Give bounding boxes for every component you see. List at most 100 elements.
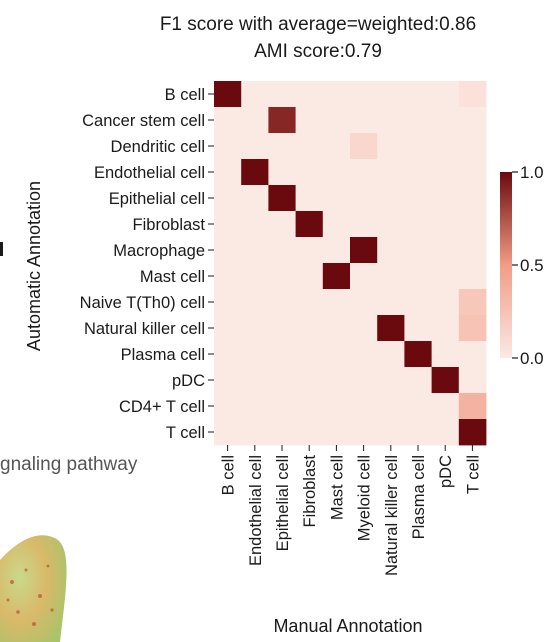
heatmap-cell-dendritic-cell-x-myeloid-cell	[350, 133, 378, 160]
row-label-cd4-t-cell: CD4+ T cell	[119, 398, 205, 416]
heatmap-cell-cancer-stem-cell-x-pdc	[431, 107, 460, 134]
column-label-fibroblast: Fibroblast	[301, 455, 319, 528]
heatmap-cell-b-cell-x-plasma-cell	[404, 81, 432, 108]
heatmap-cell-endothelial-cell-x-myeloid-cell	[350, 159, 378, 186]
heatmap-cell-endothelial-cell-x-mast-cell	[322, 159, 351, 186]
row-label-natural-killer-cell: Natural killer cell	[84, 320, 205, 338]
heatmap-cell-plasma-cell-x-fibroblast	[295, 341, 324, 368]
heatmap-cell-naive-t-th0-cell-x-epithelial-cell	[268, 289, 296, 316]
heatmap-cell-cancer-stem-cell-x-t-cell	[458, 107, 487, 134]
heatmap-cell-dendritic-cell-x-pdc	[431, 133, 460, 160]
heatmap-cell-t-cell-x-natural-killer-cell	[377, 419, 405, 446]
heatmap-cell-naive-t-th0-cell-x-pdc	[431, 289, 460, 316]
heatmap-cell-mast-cell-x-epithelial-cell	[268, 263, 296, 290]
heatmap-cell-epithelial-cell-x-natural-killer-cell	[377, 185, 405, 212]
heatmap-cell-macrophage-x-t-cell	[458, 237, 487, 264]
heatmap-cell-fibroblast-x-b-cell	[214, 211, 242, 238]
heatmap-cell-cancer-stem-cell-x-natural-killer-cell	[377, 107, 405, 134]
heatmap-cell-plasma-cell-x-epithelial-cell	[268, 341, 296, 368]
tissue-image-fragment	[0, 535, 67, 642]
heatmap-cell-pdc-x-fibroblast	[295, 367, 324, 394]
row-label-macrophage: Macrophage	[113, 242, 205, 260]
heatmap-cell-pdc-x-pdc	[431, 367, 460, 394]
heatmap-cell-mast-cell-x-fibroblast	[295, 263, 324, 290]
heatmap-cell-cancer-stem-cell-x-myeloid-cell	[350, 107, 378, 134]
heatmap-cell-b-cell-x-fibroblast	[295, 81, 324, 108]
heatmap-cell-cd4-t-cell-x-myeloid-cell	[350, 393, 378, 420]
heatmap-cell-pdc-x-myeloid-cell	[350, 367, 378, 394]
column-tick-labels: B cell Endothelial cell Epithelial cell Fib…	[220, 445, 482, 576]
heatmap-cell-macrophage-x-epithelial-cell	[268, 237, 296, 264]
heatmap-cell-macrophage-x-plasma-cell	[404, 237, 432, 264]
heatmap-cell-fibroblast-x-pdc	[431, 211, 460, 238]
row-label-fibroblast: Fibroblast	[133, 216, 206, 234]
heatmap-cell-t-cell-x-t-cell	[458, 419, 487, 446]
column-label-pdc: pDC	[437, 455, 455, 488]
heatmap-cell-pdc-x-plasma-cell	[404, 367, 432, 394]
row-label-b-cell: B cell	[165, 86, 205, 104]
heatmap-cell-natural-killer-cell-x-epithelial-cell	[268, 315, 296, 342]
heatmap-cell-b-cell-x-b-cell	[214, 81, 242, 108]
heatmap-cell-t-cell-x-myeloid-cell	[350, 419, 378, 446]
heatmap-cell-dendritic-cell-x-endothelial-cell	[241, 133, 269, 160]
heatmap-cell-naive-t-th0-cell-x-t-cell	[458, 289, 487, 316]
heatmap-cell-endothelial-cell-x-plasma-cell	[404, 159, 432, 186]
heatmap-cell-macrophage-x-endothelial-cell	[241, 237, 269, 264]
row-label-pdc: pDC	[172, 372, 205, 390]
heatmap-cell-epithelial-cell-x-epithelial-cell	[268, 185, 296, 212]
heatmap-cell-mast-cell-x-b-cell	[214, 263, 242, 290]
heatmap-cell-t-cell-x-mast-cell	[322, 419, 351, 446]
heatmap-cell-fibroblast-x-epithelial-cell	[268, 211, 296, 238]
heatmap-cell-cancer-stem-cell-x-fibroblast	[295, 107, 324, 134]
heatmap-cell-natural-killer-cell-x-endothelial-cell	[241, 315, 269, 342]
heatmap-cell-mast-cell-x-endothelial-cell	[241, 263, 269, 290]
column-label-mast-cell: Mast cell	[328, 455, 346, 520]
heatmap-cell-endothelial-cell-x-endothelial-cell	[241, 159, 269, 186]
heatmap-cell-cd4-t-cell-x-b-cell	[214, 393, 242, 420]
colorbar-ticks: 0.0 0.5 1.0	[512, 163, 544, 368]
heatmap-cell-cd4-t-cell-x-epithelial-cell	[268, 393, 296, 420]
heatmap-cell-epithelial-cell-x-b-cell	[214, 185, 242, 212]
left-edge-tick	[0, 242, 3, 256]
heatmap-cell-t-cell-x-pdc	[431, 419, 460, 446]
heatmap-cell-t-cell-x-fibroblast	[295, 419, 324, 446]
heatmap-cell-macrophage-x-myeloid-cell	[350, 237, 378, 264]
heatmap-cell-pdc-x-epithelial-cell	[268, 367, 296, 394]
chart-title-line-2: AMI score:0.79	[254, 41, 382, 62]
heatmap-cell-natural-killer-cell-x-fibroblast	[295, 315, 324, 342]
heatmap-cell-cd4-t-cell-x-mast-cell	[322, 393, 351, 420]
heatmap-cell-t-cell-x-plasma-cell	[404, 419, 432, 446]
colorbar-label-2: 1.0	[520, 163, 544, 182]
heatmap-cell-naive-t-th0-cell-x-fibroblast	[295, 289, 324, 316]
heatmap-cell-epithelial-cell-x-endothelial-cell	[241, 185, 269, 212]
column-label-plasma-cell: Plasma cell	[410, 455, 428, 539]
heatmap-cell-plasma-cell-x-pdc	[431, 341, 460, 368]
heatmap-cell-b-cell-x-t-cell	[458, 81, 487, 108]
heatmap-cell-fibroblast-x-myeloid-cell	[350, 211, 378, 238]
heatmap-cell-fibroblast-x-plasma-cell	[404, 211, 432, 238]
row-label-t-cell: T cell	[166, 424, 205, 442]
heatmap-cell-dendritic-cell-x-mast-cell	[322, 133, 351, 160]
heatmap-cell-pdc-x-endothelial-cell	[241, 367, 269, 394]
heatmap-cell-cancer-stem-cell-x-endothelial-cell	[241, 107, 269, 134]
heatmap-cell-fibroblast-x-t-cell	[458, 211, 487, 238]
heatmap-cell-naive-t-th0-cell-x-endothelial-cell	[241, 289, 269, 316]
heatmap-cell-naive-t-th0-cell-x-myeloid-cell	[350, 289, 378, 316]
chart-title-line-1: F1 score with average=weighted:0.86	[160, 14, 476, 35]
heatmap-cell-plasma-cell-x-natural-killer-cell	[377, 341, 405, 368]
heatmap-cell-fibroblast-x-fibroblast	[295, 211, 324, 238]
heatmap-cell-dendritic-cell-x-epithelial-cell	[268, 133, 296, 160]
heatmap-cell-mast-cell-x-pdc	[431, 263, 460, 290]
row-label-endothelial-cell: Endothelial cell	[94, 164, 205, 182]
heatmap-cell-cd4-t-cell-x-pdc	[431, 393, 460, 420]
column-label-b-cell: B cell	[220, 455, 238, 495]
heatmap-cell-naive-t-th0-cell-x-b-cell	[214, 289, 242, 316]
heatmap-cell-plasma-cell-x-mast-cell	[322, 341, 351, 368]
heatmap-cell-natural-killer-cell-x-myeloid-cell	[350, 315, 378, 342]
heatmap-cell-b-cell-x-endothelial-cell	[241, 81, 269, 108]
heatmap-cell-mast-cell-x-t-cell	[458, 263, 487, 290]
row-label-dendritic-cell: Dendritic cell	[111, 138, 205, 156]
heatmap-cell-cancer-stem-cell-x-epithelial-cell	[268, 107, 296, 134]
row-label-plasma-cell: Plasma cell	[121, 346, 205, 364]
